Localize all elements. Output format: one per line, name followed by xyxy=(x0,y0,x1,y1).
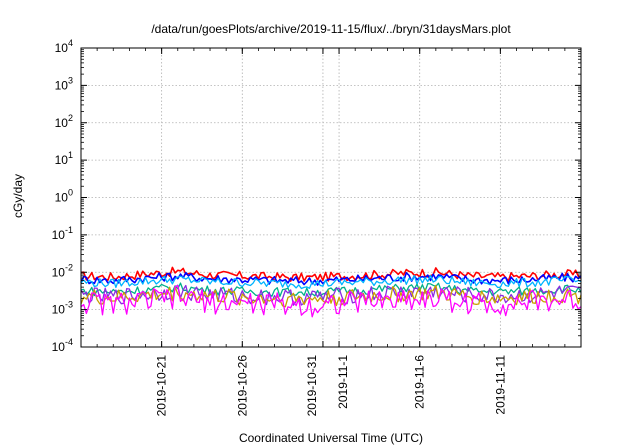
y-tick-label: 10-1 xyxy=(52,225,73,242)
x-tick-label: 2019-10-31 xyxy=(305,355,319,417)
series-line xyxy=(80,266,582,282)
y-tick-label: 10-2 xyxy=(52,262,73,279)
x-tick-label: 2019-11-1 xyxy=(336,355,350,409)
plot-frame xyxy=(80,47,582,348)
x-tick-label: 2019-11-11 xyxy=(493,355,507,415)
x-tick-label: 2019-11-6 xyxy=(413,355,427,409)
y-axis-title: cGy/day xyxy=(11,174,25,218)
chart-title: /data/run/goesPlots/archive/2019-11-15/f… xyxy=(151,22,511,36)
y-tick-label: 10-4 xyxy=(52,337,73,354)
y-tick-label: 100 xyxy=(55,188,73,205)
series-line xyxy=(80,274,582,290)
series-line xyxy=(80,284,582,308)
x-axis-title: Coordinated Universal Time (UTC) xyxy=(239,431,423,445)
y-tick-label: 103 xyxy=(55,75,73,92)
tick-labels: 10-4 10-3 10-2 10-1 100 101 102 103 104 2019-10-2… xyxy=(52,38,508,416)
series-line xyxy=(80,282,582,298)
x-tick-label: 2019-10-21 xyxy=(155,355,169,417)
y-tick-label: 104 xyxy=(55,38,73,55)
series-line xyxy=(80,285,582,318)
y-tick-label: 101 xyxy=(55,150,73,167)
series-lines xyxy=(80,266,582,318)
x-tick-label: 2019-10-26 xyxy=(235,355,249,417)
series-line xyxy=(80,271,582,286)
y-tick-label: 10-3 xyxy=(52,300,73,317)
y-tick-label: 102 xyxy=(55,113,73,130)
